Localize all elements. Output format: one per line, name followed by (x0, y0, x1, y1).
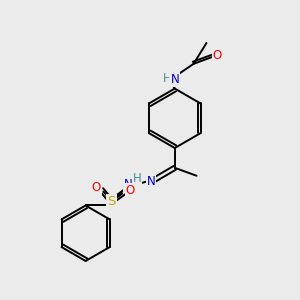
Text: S: S (107, 195, 116, 208)
Text: N: N (170, 73, 179, 86)
Text: N: N (124, 178, 133, 191)
Text: O: O (126, 184, 135, 197)
Text: N: N (147, 175, 155, 188)
Text: H: H (163, 72, 171, 85)
Text: H: H (133, 172, 142, 185)
Text: O: O (92, 181, 101, 194)
Text: O: O (213, 50, 222, 62)
